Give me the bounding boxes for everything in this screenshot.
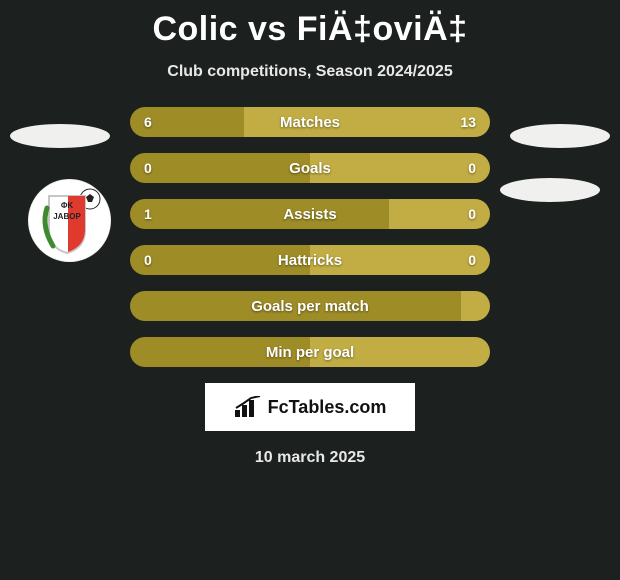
stat-bar: Matches613 xyxy=(130,107,490,137)
stat-bar-left-fill xyxy=(130,199,389,229)
subtitle: Club competitions, Season 2024/2025 xyxy=(0,63,620,81)
stat-bar-right-fill xyxy=(244,107,490,137)
stat-bar-left-fill xyxy=(130,245,310,275)
page-title: Colic vs FiÄ‡oviÄ‡ xyxy=(0,0,620,49)
fctables-label: FcTables.com xyxy=(268,397,387,418)
stat-bar-right-fill xyxy=(389,199,490,229)
comparison-bars: Matches613 Goals00 Assists10 Hattricks00 Goa… xyxy=(130,107,490,367)
right-team-ellipse xyxy=(510,124,610,148)
svg-text:ΦK: ΦK xyxy=(60,201,73,210)
footer-date: 10 march 2025 xyxy=(0,449,620,467)
left-team-ellipse xyxy=(10,124,110,148)
stat-bar: Goals00 xyxy=(130,153,490,183)
fctables-badge: FcTables.com xyxy=(205,383,415,431)
stat-bar: Assists10 xyxy=(130,199,490,229)
stat-bar-left-fill xyxy=(130,153,310,183)
stat-bar-right-fill xyxy=(461,291,490,321)
stat-bar: Min per goal xyxy=(130,337,490,367)
stat-bar-right-fill xyxy=(310,153,490,183)
stat-bar-left-fill xyxy=(130,107,244,137)
stat-bar: Goals per match xyxy=(130,291,490,321)
stat-bar-left-fill xyxy=(130,291,461,321)
stat-bar-right-fill xyxy=(310,245,490,275)
right-team-ellipse-2 xyxy=(500,178,600,202)
stat-bar-right-fill xyxy=(310,337,490,367)
fctables-icon xyxy=(234,396,262,418)
stat-bar-left-fill xyxy=(130,337,310,367)
left-team-crest: ΦK JABOP xyxy=(28,179,111,262)
svg-text:JABOP: JABOP xyxy=(53,212,81,221)
crest-icon: ΦK JABOP xyxy=(35,186,105,256)
stat-bar: Hattricks00 xyxy=(130,245,490,275)
